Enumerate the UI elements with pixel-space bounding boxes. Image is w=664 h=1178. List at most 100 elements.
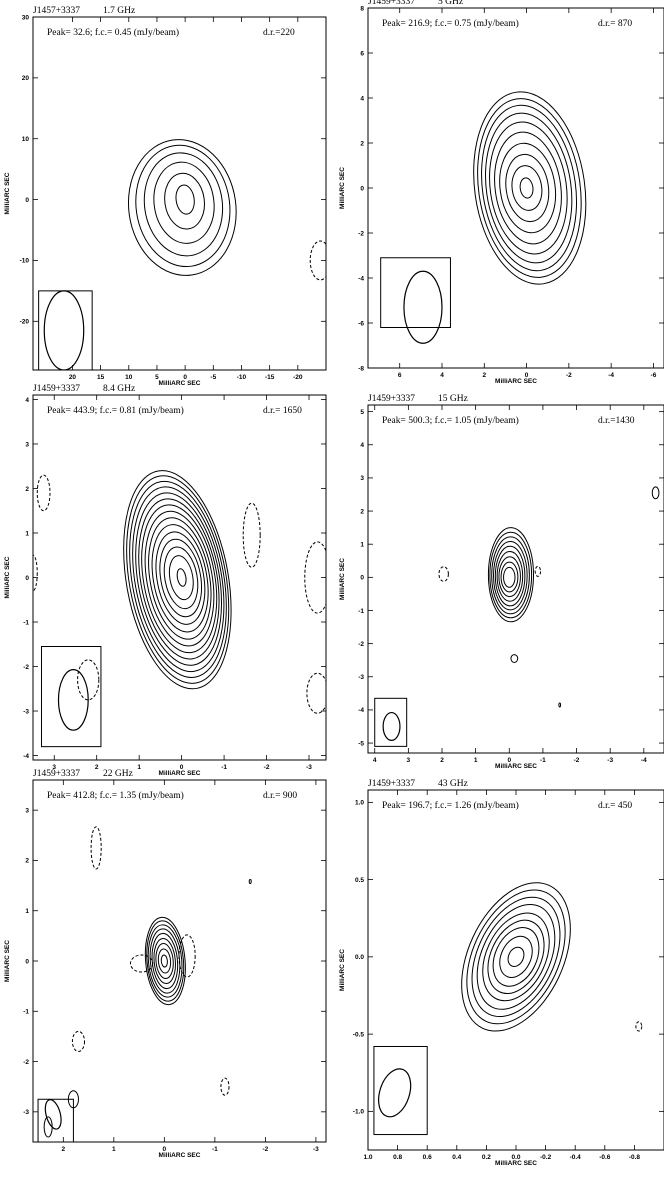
contour-level	[496, 550, 524, 602]
panel-title: J1457+3337	[33, 6, 80, 16]
contour-level	[143, 152, 224, 257]
y-tick-label: 0.0	[355, 954, 364, 961]
beam-box	[380, 257, 451, 328]
panel-title: J1459+3337	[33, 769, 80, 779]
y-tick-label: -2	[358, 230, 364, 237]
panel-title: J1459+3337	[368, 779, 415, 789]
panel-frequency: 43 GHz	[438, 779, 468, 789]
y-axis-label: MilliARC SEC	[339, 949, 346, 991]
contour-level	[511, 165, 543, 211]
beam-ellipse	[403, 270, 443, 344]
contour-level	[481, 104, 578, 272]
panel-frequency: 8.4 GHz	[103, 384, 135, 394]
y-tick-label: -4	[23, 753, 29, 760]
contour-level	[129, 480, 227, 678]
x-tick-label: 3	[52, 764, 56, 771]
x-tick-label: 2	[440, 757, 444, 764]
y-axis-label: MilliARC SEC	[4, 172, 11, 214]
contour-level	[148, 517, 212, 640]
x-tick-label: 0	[507, 757, 511, 764]
contour-level	[153, 161, 215, 244]
peak-annotation: Peak= 443.9; f.c.= 0.81 (mJy/beam)	[47, 405, 184, 416]
negative-contour	[220, 1077, 230, 1096]
beam-box	[37, 1098, 74, 1142]
y-tick-label: -2	[358, 641, 364, 648]
negative-contour	[635, 1021, 643, 1032]
beam-box	[40, 645, 102, 748]
x-axis-label: MilliARC SEC	[159, 770, 201, 777]
contour-island	[510, 654, 519, 664]
x-axis-label: MilliARC SEC	[495, 378, 537, 385]
dynamic-range-annotation: d.r.=220	[263, 28, 295, 38]
y-tick-label: 2	[25, 486, 29, 493]
y-tick-label: 20	[22, 75, 30, 82]
contour-level	[471, 896, 561, 1018]
x-axis-label: MilliARC SEC	[495, 1160, 537, 1167]
x-tick-label: -3	[313, 1146, 319, 1153]
y-tick-label: -3	[358, 674, 364, 681]
x-tick-label: 0	[183, 374, 187, 381]
x-tick-label: 4	[373, 757, 377, 764]
x-tick-label: 0	[180, 764, 184, 771]
contour-level	[498, 556, 521, 598]
contour-level	[144, 510, 215, 647]
y-tick-label: 0	[25, 958, 29, 965]
contour-level	[499, 935, 533, 978]
x-tick-label: -2	[262, 1146, 268, 1153]
y-tick-label: -5	[358, 740, 364, 747]
y-tick-label: 2	[360, 140, 364, 147]
peak-annotation: Peak= 216.9; f.c.= 0.75 (mJy/beam)	[382, 18, 519, 29]
x-tick-label: 0	[163, 1146, 167, 1153]
negative-contour	[77, 659, 100, 701]
panel-frequency: 1.7 GHz	[103, 6, 135, 16]
contour-level	[477, 98, 582, 278]
y-tick-label: 10	[22, 136, 30, 143]
plot-area	[373, 882, 643, 1136]
y-tick-label: -10	[20, 258, 30, 265]
contour-level	[151, 524, 209, 633]
negative-contour	[36, 474, 51, 512]
contour-level	[147, 924, 183, 998]
contour-level	[491, 536, 530, 615]
x-tick-label: -10	[237, 374, 247, 381]
contour-level	[123, 470, 232, 690]
beam-ellipse	[57, 669, 89, 731]
x-tick-label: 1	[474, 757, 478, 764]
negative-contour	[534, 565, 542, 577]
x-tick-label: -1	[212, 1146, 218, 1153]
negative-contour	[33, 554, 38, 592]
plot-frame	[367, 789, 664, 1151]
contour-level	[489, 121, 568, 255]
contour-level	[489, 531, 533, 619]
contour-level	[487, 919, 545, 994]
x-tick-label: -5	[210, 374, 216, 381]
contour-level	[500, 561, 519, 593]
x-tick-label: 1	[137, 764, 141, 771]
beam-box	[374, 697, 408, 747]
y-tick-label: 1	[25, 908, 29, 915]
contour-level	[505, 153, 550, 223]
y-tick-label: 8	[360, 5, 364, 12]
x-tick-label: 0.0	[511, 1154, 520, 1161]
y-tick-label: 4	[360, 95, 364, 102]
contour-level	[499, 142, 557, 234]
x-tick-label: -2	[264, 764, 270, 771]
negative-contour	[309, 240, 326, 281]
beam-ellipse	[382, 711, 401, 742]
x-tick-label: 5	[155, 374, 159, 381]
x-axis-label: MilliARC SEC	[159, 1152, 201, 1159]
contour-level	[159, 538, 203, 618]
y-tick-label: 2	[360, 508, 364, 515]
x-axis-label: MilliARC SEC	[159, 380, 201, 387]
negative-contour	[178, 934, 196, 978]
y-tick-label: 4	[25, 397, 29, 404]
y-tick-label: 1	[25, 530, 29, 537]
plot-frame	[32, 16, 327, 371]
contour-level	[144, 916, 186, 1006]
contour-level	[155, 942, 174, 980]
contour-level	[141, 504, 218, 654]
negative-contour	[71, 1030, 86, 1053]
peak-annotation: Peak= 412.8; f.c.= 1.35 (mJy/beam)	[47, 790, 184, 801]
